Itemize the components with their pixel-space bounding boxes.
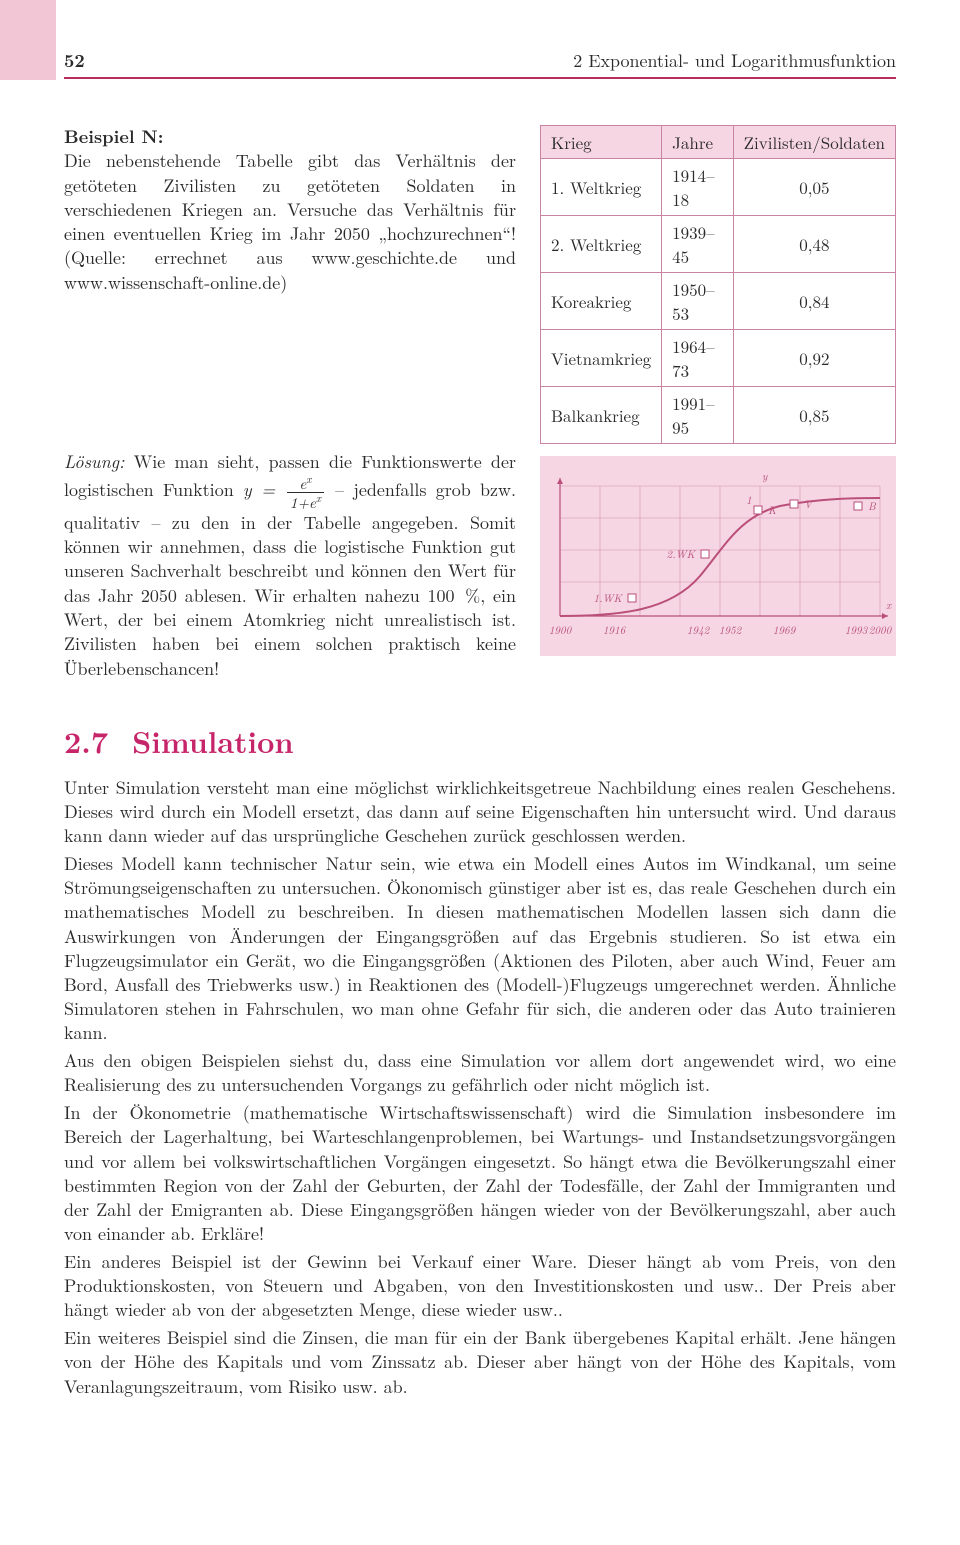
chapter-title: 2 Exponential- und Logarithmusfunktion <box>573 48 896 73</box>
table-cell: Balkankrieg <box>541 387 662 444</box>
paragraph: Aus den obigen Beispielen siehst du, das… <box>64 1049 896 1097</box>
paragraph: Ein weiteres Beispiel sind die Zinsen, d… <box>64 1326 896 1398</box>
example-body: Die nebenstehende Tabelle gibt das Verhä… <box>64 148 516 294</box>
table-cell: 0,05 <box>733 159 895 216</box>
section-heading: 2.7 Simulation <box>64 719 896 762</box>
example-title: Beispiel N: <box>64 124 163 149</box>
paragraph: Ein anderes Beispiel ist der Gewinn bei … <box>64 1250 896 1322</box>
table-cell: Koreakrieg <box>541 273 662 330</box>
svg-text:1.WK: 1.WK <box>594 591 624 606</box>
table-cell: Vietnamkrieg <box>541 330 662 387</box>
svg-text:1942: 1942 <box>687 623 711 638</box>
table-row: 2. Weltkrieg1939–450,48 <box>541 216 896 273</box>
paragraph: Unter Simulation versteht man eine mögli… <box>64 776 896 848</box>
formula: y = ex1+ex <box>243 477 326 502</box>
section-title: Simulation <box>132 719 293 762</box>
paragraph: In der Ökonometrie (mathematische Wirtsc… <box>64 1101 896 1246</box>
table-cell: 0,84 <box>733 273 895 330</box>
svg-text:V: V <box>804 497 814 512</box>
table-header: Krieg <box>541 126 662 159</box>
section-body: Unter Simulation versteht man eine mögli… <box>64 776 896 1399</box>
table-cell: 1939–45 <box>662 216 734 273</box>
table-cell: 0,92 <box>733 330 895 387</box>
example-text: Beispiel N: Die nebenstehende Tabelle gi… <box>64 125 516 295</box>
paragraph: Dieses Modell kann technischer Natur sei… <box>64 852 896 1045</box>
table-cell: 1914–18 <box>662 159 734 216</box>
solution-text: Lösung: Wie man sieht, passen die Funkti… <box>64 450 516 681</box>
table-cell: 1964–73 <box>662 330 734 387</box>
svg-text:1: 1 <box>746 493 752 508</box>
table-cell: 1950–53 <box>662 273 734 330</box>
svg-text:y: y <box>762 469 768 484</box>
svg-text:K: K <box>768 503 778 518</box>
page-number: 52 <box>64 48 85 73</box>
svg-text:x: x <box>886 598 892 613</box>
svg-text:1969: 1969 <box>773 623 797 638</box>
table-row: Koreakrieg1950–530,84 <box>541 273 896 330</box>
table-header: Jahre <box>662 126 734 159</box>
table-row: 1. Weltkrieg1914–180,05 <box>541 159 896 216</box>
table-row: Vietnamkrieg1964–730,92 <box>541 330 896 387</box>
table-cell: 1991–95 <box>662 387 734 444</box>
table-cell: 2. Weltkrieg <box>541 216 662 273</box>
logistic-chart: 1y x 1900 1916 1942 1952 1969 19932000 1.WK 2.WK K… <box>540 456 896 656</box>
table-row: Balkankrieg1991–950,85 <box>541 387 896 444</box>
solution-lead: Lösung: <box>64 449 125 474</box>
table-header: Zivilisten/Soldaten <box>733 126 895 159</box>
svg-text:2000: 2000 <box>869 623 893 638</box>
header-left-band <box>0 0 56 80</box>
svg-text:2.WK: 2.WK <box>667 547 697 562</box>
svg-text:1952: 1952 <box>719 623 743 638</box>
fraction: ex1+ex <box>287 474 324 511</box>
page-header: 52 2 Exponential- und Logarithmusfunktio… <box>64 48 896 79</box>
table-cell: 0,48 <box>733 216 895 273</box>
svg-text:B: B <box>868 499 877 514</box>
section-number: 2.7 <box>64 719 108 762</box>
table-cell: 0,85 <box>733 387 895 444</box>
table-header-row: Krieg Jahre Zivilisten/Soldaten <box>541 126 896 159</box>
table-cell: 1. Weltkrieg <box>541 159 662 216</box>
svg-text:1993: 1993 <box>845 623 869 638</box>
war-table: Krieg Jahre Zivilisten/Soldaten 1. Weltk… <box>540 125 896 444</box>
svg-text:1916: 1916 <box>603 623 627 638</box>
svg-text:1900: 1900 <box>549 623 573 638</box>
